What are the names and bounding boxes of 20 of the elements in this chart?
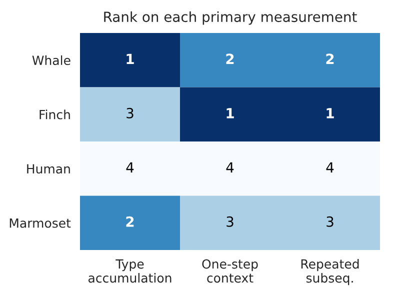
data-label: 2 <box>226 54 234 64</box>
data-label: 4 <box>126 162 134 172</box>
x-tick-label: One-step context <box>202 259 258 283</box>
y-tick-label: Human <box>27 164 70 174</box>
data-label: 3 <box>126 108 134 118</box>
data-label: 4 <box>326 162 334 172</box>
y-tick-label: Marmoset <box>10 218 71 228</box>
data-label: 1 <box>326 108 334 118</box>
y-tick-label: Whale <box>32 55 70 66</box>
data-label: 4 <box>226 162 234 172</box>
data-label: 2 <box>326 54 334 64</box>
chart-title: Rank on each primary measurement <box>104 11 357 25</box>
data-label: 3 <box>226 216 234 227</box>
y-tick-label: Finch <box>40 110 70 120</box>
data-label: 2 <box>126 216 134 227</box>
data-label: 3 <box>326 216 334 227</box>
x-tick-label: Repeated subseq. <box>301 259 359 286</box>
data-label: 1 <box>226 108 234 118</box>
x-tick-label: Type accumulation <box>88 259 172 283</box>
data-label: 1 <box>126 54 134 64</box>
